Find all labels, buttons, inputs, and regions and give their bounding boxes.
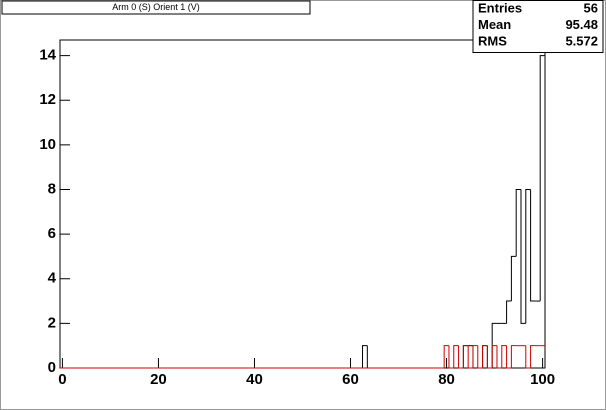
y-tick-label: 4: [48, 270, 57, 287]
y-tick-label: 6: [48, 225, 56, 242]
histogram-bin: [510, 255, 517, 302]
histogram-bin: [525, 188, 531, 324]
x-tick-label: 40: [246, 371, 263, 388]
histogram-bin: [448, 345, 454, 369]
chart-title: Arm 0 (S) Orient 1 (V): [112, 2, 200, 12]
histogram-bin: [530, 345, 536, 368]
stat-label: RMS: [478, 33, 507, 48]
histogram-bin: [458, 345, 464, 369]
histogram-bin: [486, 345, 493, 369]
stat-label: Mean: [478, 17, 511, 32]
y-tick-label: 10: [39, 136, 56, 153]
histogram-bin: [510, 345, 517, 368]
stat-label: Entries: [478, 0, 522, 15]
y-tick-label: 12: [39, 91, 56, 108]
histogram-bin: [525, 345, 531, 369]
x-tick-label: 0: [58, 371, 66, 388]
histogram-bin: [443, 345, 449, 368]
x-tick-label: 20: [150, 371, 167, 388]
histogram-bin: [506, 300, 512, 324]
histogram-bin: [472, 345, 478, 368]
y-tick-label: 8: [48, 180, 56, 197]
histogram-bin: [467, 345, 473, 369]
histogram-bin: [477, 345, 483, 369]
x-tick-label: 80: [438, 371, 455, 388]
y-tick-label: 14: [39, 47, 56, 64]
histogram-bin: [496, 345, 502, 369]
histogram-bin: [530, 189, 536, 302]
histogram-bin: [482, 345, 488, 368]
x-tick-label: 60: [342, 371, 359, 388]
stat-value: 5.572: [565, 33, 598, 48]
stat-value: 56: [584, 0, 598, 15]
histogram-bin: [501, 345, 507, 368]
histogram-bin: [462, 345, 469, 368]
stat-value: 95.48: [565, 17, 598, 32]
x-tick-label: 100: [530, 371, 555, 388]
y-tick-label: 0: [48, 359, 56, 376]
histogram-bin: [506, 345, 512, 369]
y-tick-label: 2: [48, 314, 56, 331]
histogram-bin: [539, 55, 545, 302]
stats-box: [472, 0, 604, 53]
histogram-bin: [515, 188, 521, 257]
histogram-bin: [362, 345, 368, 368]
histogram-bin: [491, 345, 497, 368]
title-box: [1, 0, 311, 15]
frame: [59, 39, 546, 369]
histogram-bin: [520, 189, 526, 324]
histogram-bin: [453, 345, 459, 368]
